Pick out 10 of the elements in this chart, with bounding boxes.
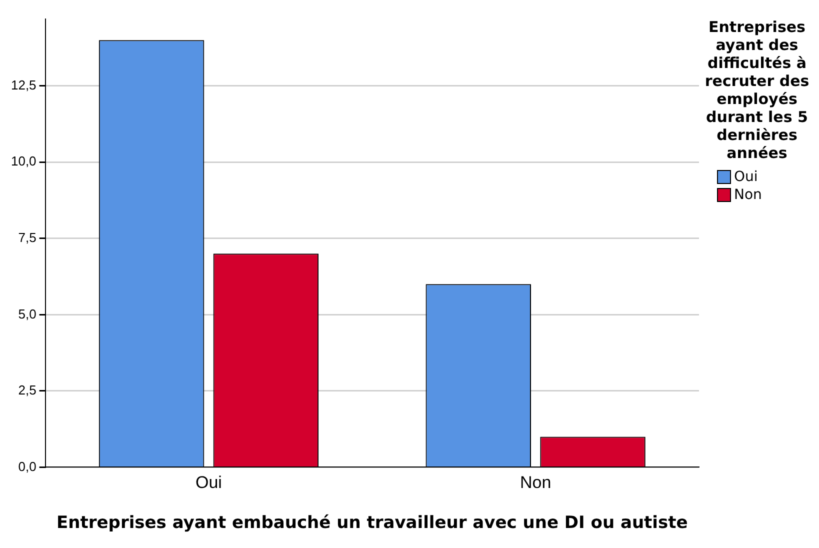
y-tick-label: 10,0 [10, 154, 36, 169]
y-tick-label: 12,5 [10, 77, 36, 92]
y-tick-label: 5,0 [18, 306, 36, 322]
y-tick-label: 2,5 [18, 382, 36, 398]
legend-label: Non [734, 186, 762, 204]
y-tick-label: 0,0 [18, 458, 36, 474]
legend-title: Entreprises ayant des difficultés à recruter des employés durant les 5 dernières années [704, 18, 810, 162]
x-axis-title: Entreprises ayant embauché un travailleur avec une DI ou autiste [56, 513, 688, 534]
legend-label: Oui [734, 168, 758, 186]
y-tick-label: 7,5 [18, 230, 36, 246]
